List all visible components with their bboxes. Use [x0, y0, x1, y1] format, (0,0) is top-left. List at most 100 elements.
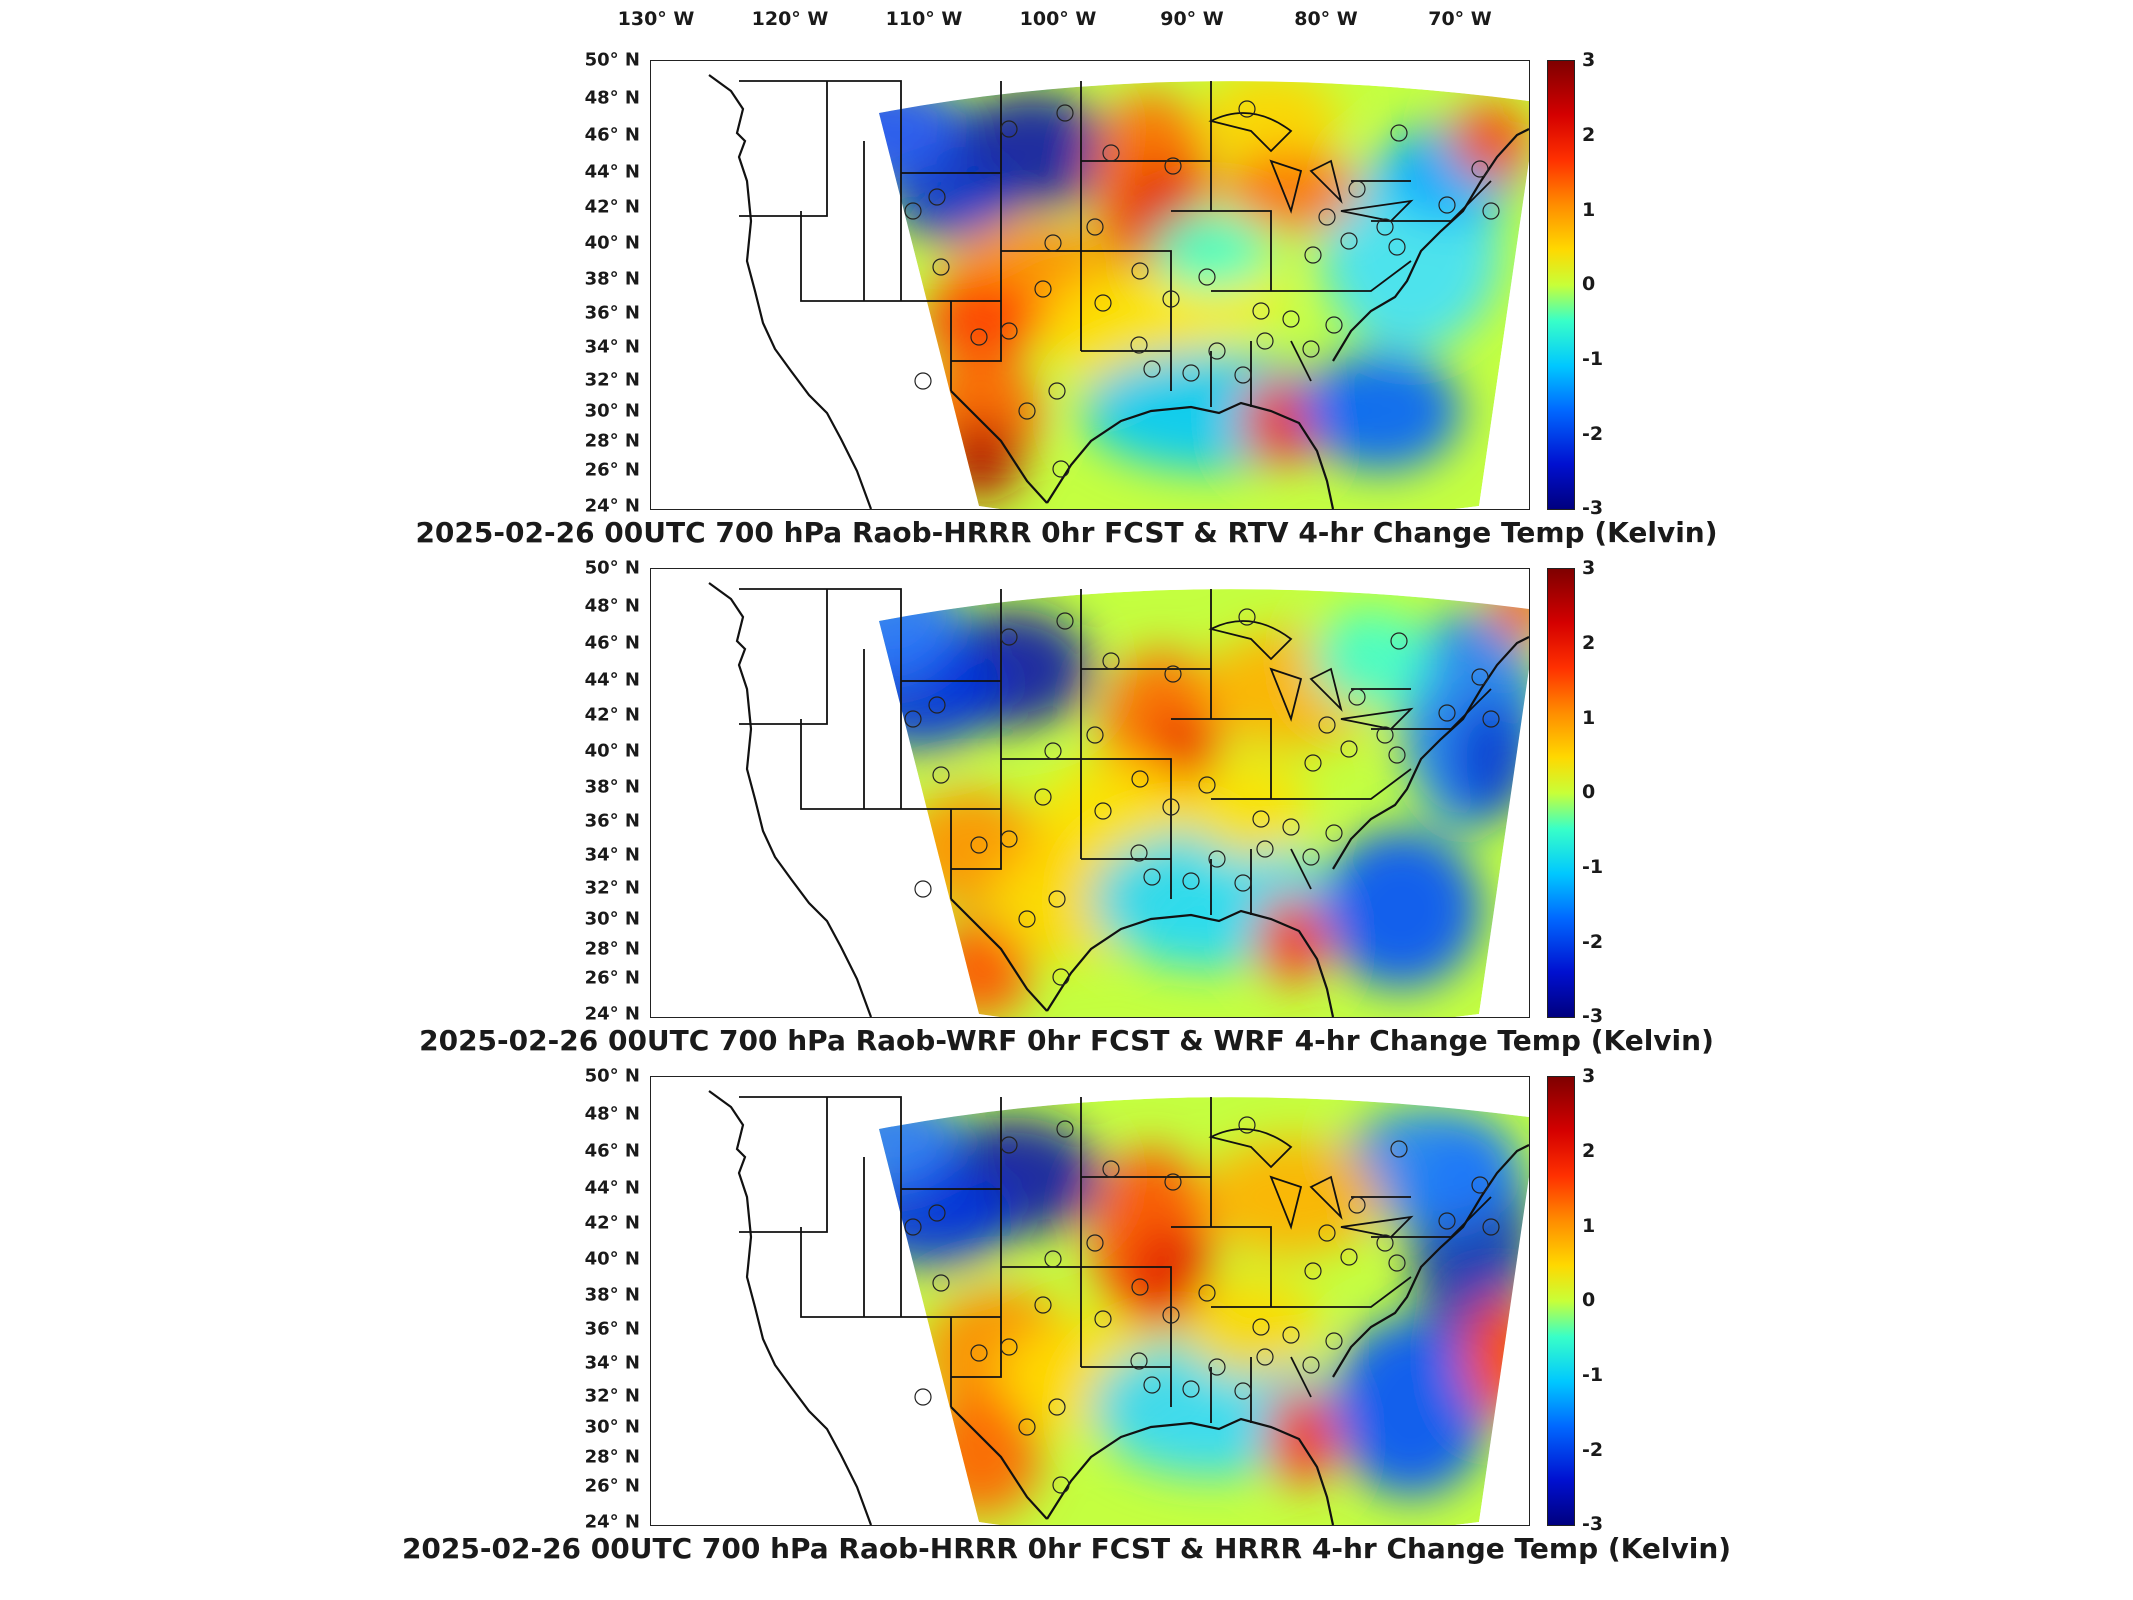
colorbar-tick-label: 3 [1582, 557, 1596, 579]
colorbar-tick-label: 0 [1582, 273, 1596, 295]
panel-title: 2025-02-26 00UTC 700 hPa Raob-HRRR 0hr F… [415, 516, 1718, 549]
colorbar-tick-label: -2 [1582, 423, 1604, 445]
latitude-label: 26° N [584, 967, 640, 989]
raob-station-marker [1482, 1218, 1500, 1236]
latitude-label: 42° N [584, 704, 640, 726]
raob-station-marker [1198, 776, 1216, 794]
field-blob [1256, 894, 1326, 984]
raob-station-marker [1086, 726, 1104, 744]
field-blob [1191, 759, 1311, 859]
raob-station-marker [1325, 316, 1343, 334]
raob-station-marker [1388, 238, 1406, 256]
map-plot-area [650, 60, 1530, 510]
field-blob [1266, 1387, 1336, 1487]
colorbar-tick-label: -3 [1582, 1005, 1604, 1027]
raob-station-marker [1238, 1116, 1256, 1134]
colorbar-tick-label: 1 [1582, 707, 1596, 729]
latitude-label: 40° N [584, 232, 640, 254]
raob-station-marker [1302, 340, 1320, 358]
colorbar [1547, 1076, 1575, 1526]
raob-station-marker [1390, 632, 1408, 650]
colorbar-tick-label: -2 [1582, 931, 1604, 953]
field-blob [879, 1097, 961, 1187]
latitude-label: 40° N [584, 740, 640, 762]
panel-title: 2025-02-26 00UTC 700 hPa Raob-WRF 0hr FC… [419, 1024, 1714, 1057]
latitude-label: 44° N [584, 669, 640, 691]
raob-station-marker [1234, 366, 1252, 384]
colorbar [1547, 568, 1575, 1018]
raob-station-marker [1388, 1254, 1406, 1272]
longitude-label: 120° W [751, 8, 829, 30]
map-plot-area [650, 568, 1530, 1018]
raob-station-marker [1044, 742, 1062, 760]
latitude-label: 34° N [584, 336, 640, 358]
raob-station-marker [1304, 754, 1322, 772]
map-plot-area [650, 1076, 1530, 1526]
raob-station-marker [1252, 1318, 1270, 1336]
great-lakes [1208, 620, 1414, 730]
colorbar-tick-label: -1 [1582, 1364, 1604, 1386]
raob-station-marker [1086, 218, 1104, 236]
raob-station-marker [1302, 848, 1320, 866]
raob-station-marker [1471, 668, 1489, 686]
latitude-label: 48° N [584, 595, 640, 617]
map-panel-raob-hrrr-hrrr: 50° N 48° N 46° N 44° N 42° N 40° N 38° N 36° N… [0, 1064, 2133, 1574]
great-lakes [1208, 112, 1414, 222]
raob-station-marker [1340, 1248, 1358, 1266]
raob-station-marker [1256, 332, 1274, 350]
raob-station-marker [1056, 1120, 1074, 1138]
coastline [708, 74, 1529, 509]
raob-station-marker [1388, 746, 1406, 764]
raob-station-marker [1471, 160, 1489, 178]
raob-station-marker [1052, 968, 1070, 986]
latitude-label: 42° N [584, 196, 640, 218]
raob-station-marker [1282, 310, 1300, 328]
raob-station-marker [1034, 1296, 1052, 1314]
field-blob [1311, 609, 1431, 709]
raob-station-marker [1086, 1234, 1104, 1252]
field-blob [1301, 351, 1461, 471]
raob-station-marker [1102, 144, 1120, 162]
raob-station-marker [1131, 262, 1149, 280]
raob-station-marker [932, 258, 950, 276]
latitude-label: 30° N [584, 1416, 640, 1438]
raob-station-marker [1000, 322, 1018, 340]
latitude-label: 46° N [584, 1140, 640, 1162]
raob-station-marker [1302, 1356, 1320, 1374]
longitude-label: 130° W [617, 8, 695, 30]
raob-station-marker [1130, 844, 1148, 862]
field-blob [1451, 101, 1529, 181]
latitude-label: 38° N [584, 268, 640, 290]
latitude-label: 28° N [584, 430, 640, 452]
latitude-label: 38° N [584, 1284, 640, 1306]
raob-station-marker [904, 202, 922, 220]
field-blobs [879, 589, 1529, 1017]
field-blob [1181, 1277, 1321, 1377]
raob-station-marker [1000, 830, 1018, 848]
raob-station-marker [1102, 652, 1120, 670]
raob-station-marker [1198, 268, 1216, 286]
raob-station-marker [1048, 382, 1066, 400]
raob-station-marker [1048, 1398, 1066, 1416]
colorbar-tick-label: -2 [1582, 1439, 1604, 1461]
raob-station-marker [1131, 1278, 1149, 1296]
raob-station-marker [970, 1344, 988, 1362]
raob-station-marker [1482, 202, 1500, 220]
latitude-label: 32° N [584, 877, 640, 899]
raob-station-marker [1376, 726, 1394, 744]
latitude-label: 40° N [584, 1248, 640, 1270]
raob-station-marker [1198, 1284, 1216, 1302]
raob-station-marker [1438, 196, 1456, 214]
latitude-label: 32° N [584, 369, 640, 391]
longitude-label: 70° W [1428, 8, 1492, 30]
latitude-label: 42° N [584, 1212, 640, 1234]
coastline [708, 1090, 1529, 1525]
field-blob [1241, 376, 1321, 466]
colorbar-tick-label: -3 [1582, 497, 1604, 519]
raob-station-marker [1282, 1326, 1300, 1344]
raob-station-marker [1130, 1352, 1148, 1370]
raob-station-marker [928, 696, 946, 714]
latitude-label: 26° N [584, 1475, 640, 1497]
latitude-label: 26° N [584, 459, 640, 481]
raob-stations [904, 1116, 1500, 1494]
